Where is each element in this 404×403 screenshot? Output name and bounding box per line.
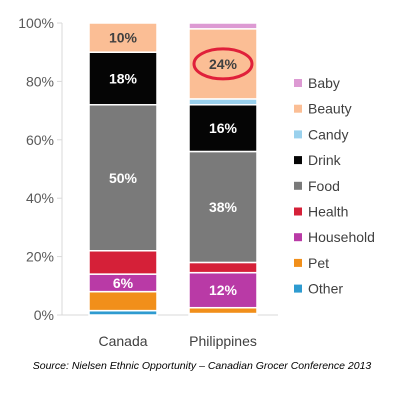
- legend-swatch-pet: [294, 258, 302, 267]
- legend-swatch-drink: [294, 156, 302, 165]
- bar-segment-canada-pet: [88, 290, 158, 312]
- y-tick-label: 60%: [26, 132, 54, 148]
- legend-swatch-candy: [294, 130, 302, 139]
- bar-segment-philippines-household: [188, 271, 258, 309]
- bar-segment-philippines-candy: [188, 98, 258, 106]
- legend-swatch-other: [294, 284, 302, 293]
- bar-segment-philippines-health: [188, 261, 258, 274]
- highlight-circle: [192, 47, 254, 81]
- bar-segment-philippines-beauty: [188, 28, 258, 100]
- data-label-canada-household: 6%: [113, 275, 134, 291]
- legend-label-beauty: Beauty: [308, 101, 352, 117]
- legend-label-baby: Baby: [308, 75, 340, 91]
- bar-segment-philippines-baby: [188, 22, 258, 30]
- legend-swatch-baby: [294, 79, 302, 87]
- bar-segment-canada-drink: [88, 51, 158, 106]
- legend-label-other: Other: [308, 281, 343, 297]
- y-tick-label: 20%: [26, 249, 54, 265]
- legend-swatch-beauty: [294, 104, 302, 113]
- source-note: Source: Nielsen Ethnic Opportunity – Can…: [32, 360, 372, 372]
- bar-segment-canada-health: [88, 250, 158, 275]
- bar-segment-philippines-drink: [188, 104, 258, 153]
- legend-swatch-household: [294, 233, 302, 242]
- legend-label-household: Household: [308, 229, 375, 245]
- data-label-philippines-beauty: 24%: [209, 56, 238, 72]
- legend-label-drink: Drink: [308, 152, 342, 168]
- y-tick-label: 100%: [18, 15, 54, 31]
- legend-label-health: Health: [308, 204, 348, 220]
- data-label-canada-drink: 18%: [109, 70, 138, 86]
- y-tick-label: 40%: [26, 190, 54, 206]
- y-tick-label: 80%: [26, 73, 54, 89]
- x-category-label: Canada: [98, 333, 147, 349]
- data-label-philippines-drink: 16%: [209, 120, 238, 136]
- y-tick-label: 0%: [34, 307, 54, 323]
- chart-svg: 0% 20% 40% 60% 80% 100% 6% 50% 18% 10% Canada 12% 38…: [18, 15, 375, 349]
- legend-label-pet: Pet: [308, 255, 329, 271]
- legend-label-candy: Candy: [308, 126, 348, 142]
- legend-swatch-health: [294, 207, 302, 216]
- legend-swatch-food: [294, 181, 302, 190]
- data-label-canada-food: 50%: [109, 170, 138, 186]
- x-category-label: Philippines: [189, 333, 257, 349]
- bar-segment-philippines-food: [188, 150, 258, 264]
- bar-segment-canada-beauty: [88, 22, 158, 53]
- legend-label-food: Food: [308, 178, 340, 194]
- bar-segment-philippines-pet: [188, 306, 258, 315]
- data-label-philippines-food: 38%: [209, 199, 238, 215]
- data-label-canada-beauty: 10%: [109, 30, 138, 46]
- data-label-philippines-household: 12%: [209, 282, 238, 298]
